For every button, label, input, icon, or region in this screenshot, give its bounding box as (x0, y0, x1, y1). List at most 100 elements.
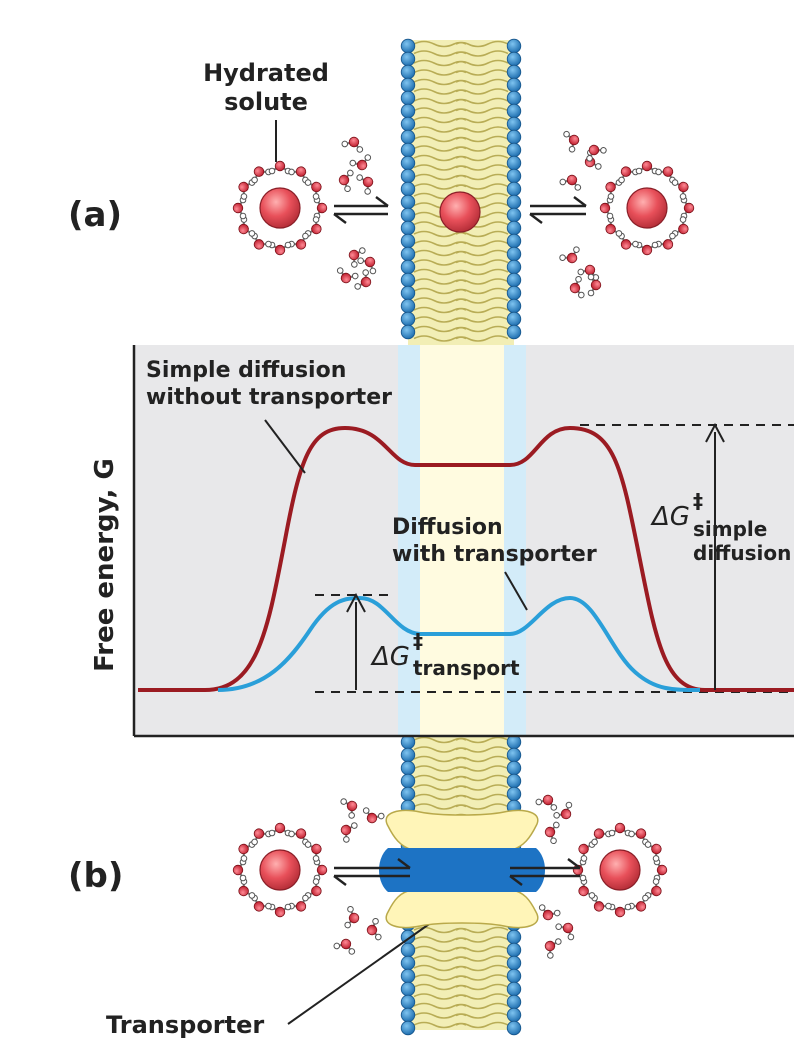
hydrogen-atom (347, 169, 354, 177)
hydrogen-atom (635, 167, 643, 175)
simple-diffusion-curve (138, 425, 794, 692)
oxygen-atom (232, 864, 244, 876)
oxygen-atom (253, 166, 265, 177)
water-molecule (336, 267, 359, 284)
oxygen-atom (311, 223, 322, 235)
hydrated-solute-label-line2: solute (224, 88, 308, 116)
hydrogen-atom (351, 822, 358, 829)
water-molecule (559, 174, 582, 191)
hydrogen-atom (580, 855, 588, 862)
oxygen-atom (605, 223, 616, 235)
membrane-band-right-edge (504, 345, 526, 735)
equilibrium-arrow (333, 858, 411, 886)
forward-arrow-barb (375, 196, 389, 207)
lipid-head (400, 103, 416, 119)
hydrogen-atom (652, 878, 660, 885)
water-molecule (635, 241, 659, 256)
oxygen-atom (569, 282, 581, 294)
lipid-tail (455, 249, 509, 257)
hydrogen-atom (555, 923, 562, 930)
hydrogen-atom (356, 146, 364, 153)
oxygen-atom (311, 181, 322, 193)
hydrogen-atom (586, 155, 593, 162)
water-molecule (344, 905, 360, 929)
lipid-tail (455, 983, 509, 991)
lipid-head (400, 90, 416, 106)
hydrogen-atom (652, 855, 660, 862)
water-molecule (655, 166, 676, 184)
hydrogen-atom (588, 892, 596, 899)
lipid-head (506, 77, 522, 93)
water-molecule (555, 922, 575, 941)
lipid-head (506, 929, 522, 945)
solute-ion (259, 187, 301, 229)
water-molecule (268, 241, 292, 256)
hydrogen-atom (341, 140, 349, 148)
lipid-head (400, 194, 416, 210)
hydrogen-atom (362, 269, 369, 276)
lipid-head (506, 285, 522, 301)
oxygen-atom (562, 922, 574, 934)
panel-b-label: (b) (68, 856, 123, 896)
oxygen-atom (599, 202, 611, 214)
dg-transport-arrow (346, 592, 366, 690)
oxygen-atom (366, 812, 378, 824)
oxygen-atom (340, 938, 352, 950)
solute-ion (259, 849, 301, 891)
lipid-head (506, 955, 522, 971)
oxygen-atom (316, 202, 328, 214)
hydrogen-atom (375, 933, 382, 941)
lipid-tail (455, 164, 509, 171)
water-molecule (356, 174, 374, 195)
hydrogen-atom (351, 272, 359, 280)
water-molecule (563, 130, 580, 153)
oxygen-atom (253, 828, 265, 839)
oxygen-atom (588, 144, 600, 156)
water-molecule (268, 903, 292, 918)
oxygen-atom (635, 828, 647, 839)
oxygen-atom (584, 264, 596, 276)
dg-simple-arrow (705, 422, 725, 690)
water-molecule (232, 858, 247, 882)
hydrogen-atom (550, 837, 557, 845)
water-molecule (578, 841, 596, 862)
hydrogen-atom (268, 167, 276, 175)
water-molecule (655, 232, 676, 250)
lipid-tail (455, 936, 509, 943)
water-molecule (333, 938, 356, 955)
oxygen-atom (316, 864, 328, 876)
forward-arrow-barb (567, 858, 581, 869)
lipid-tail (455, 59, 509, 67)
lipid-tail (455, 945, 509, 953)
lipid-head (506, 51, 522, 67)
lipid-tail (455, 765, 509, 772)
lipid-head (506, 90, 522, 106)
water-molecule (653, 858, 668, 882)
oxygen-atom (340, 272, 352, 284)
lipid-tail (455, 88, 509, 95)
hydrogen-atom (359, 247, 366, 254)
hydrogen-atom (679, 193, 687, 200)
lipid-tail (455, 1012, 509, 1019)
oxygen-atom (340, 824, 352, 836)
hydrogen-atom (240, 193, 248, 200)
hydrogen-atom (579, 874, 587, 882)
equilibrium-arrow (509, 858, 581, 886)
hydrogen-atom (568, 145, 576, 153)
lipid-tail (455, 116, 509, 124)
hydrogen-atom (550, 804, 558, 811)
oxygen-atom (544, 826, 556, 838)
water-molecule (338, 169, 354, 193)
lipid-head (400, 142, 416, 158)
lipid-head (400, 968, 416, 984)
lipid-tail (455, 78, 509, 86)
hydrogen-atom (607, 193, 615, 200)
lipid-tail (455, 325, 509, 333)
water-molecules-layer (232, 130, 695, 959)
water-molecule (238, 179, 256, 200)
water-molecule (680, 196, 695, 220)
energy-graph: Simple diffusion without transporter Dif… (90, 345, 794, 738)
oxygen-atom (651, 843, 662, 855)
water-molecule (644, 841, 662, 862)
